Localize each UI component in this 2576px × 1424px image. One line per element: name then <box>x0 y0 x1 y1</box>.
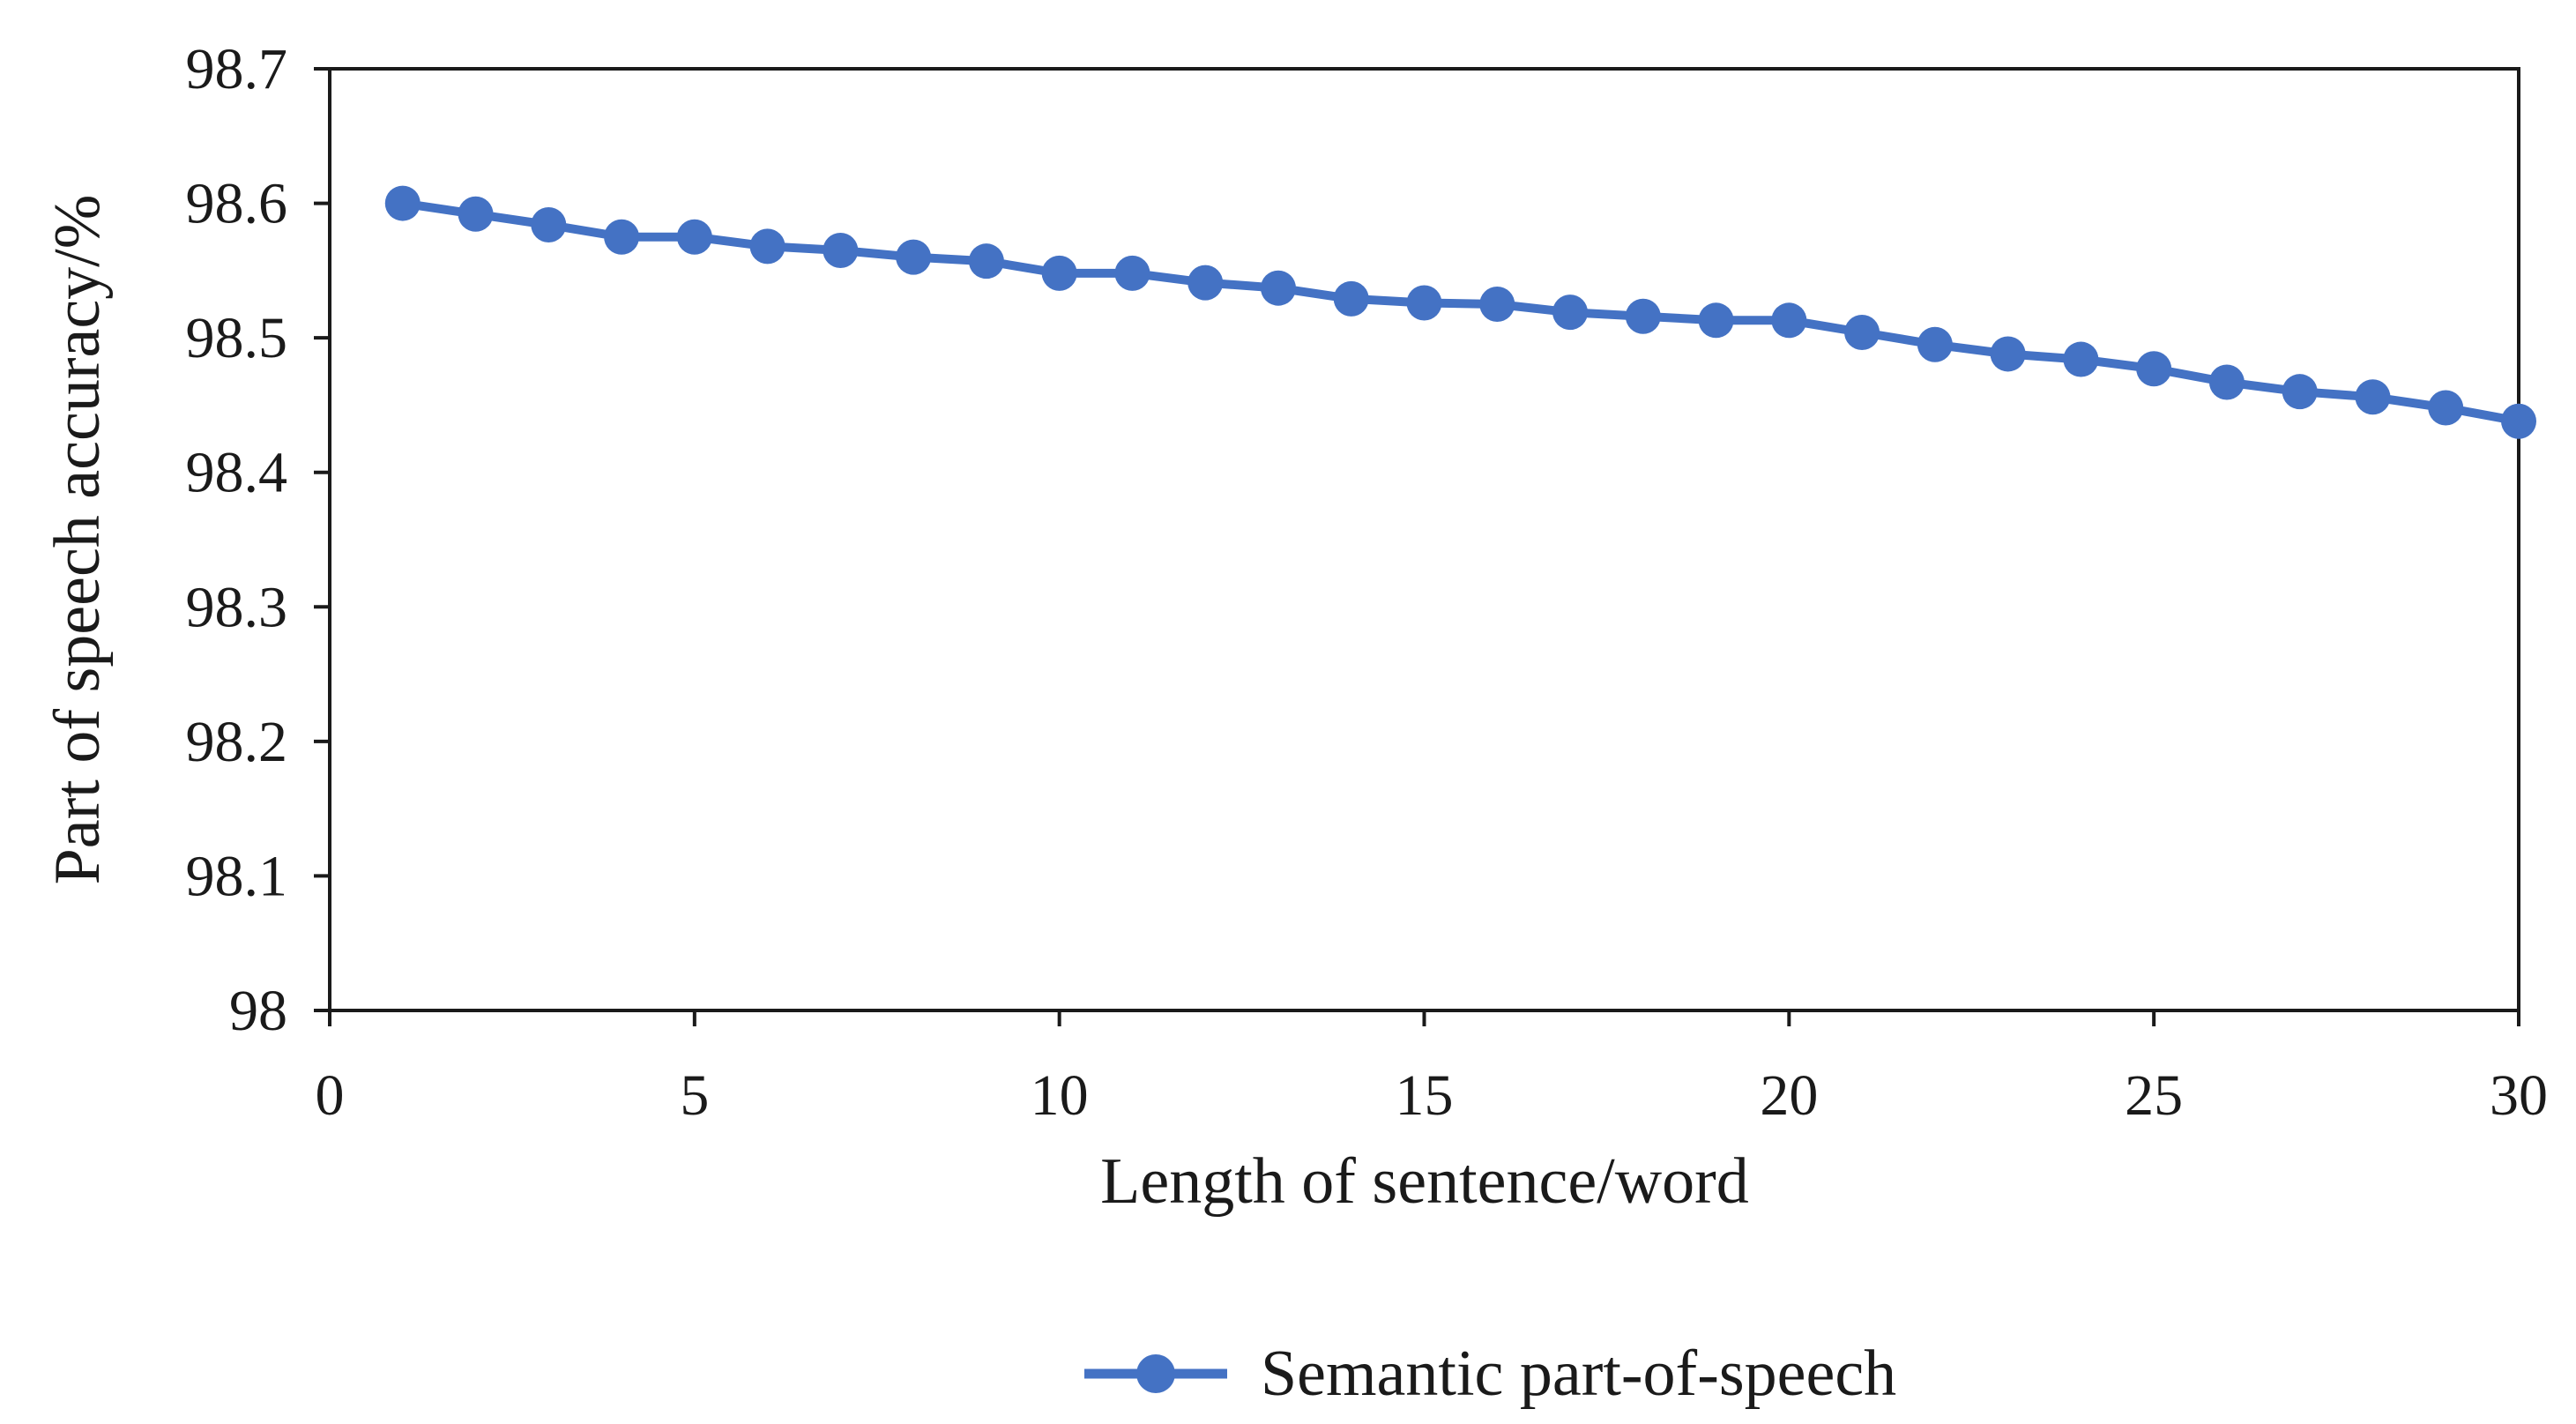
x-axis-ticks: 0 5 10 15 20 25 30 <box>316 1010 2548 1128</box>
data-point <box>2282 374 2318 410</box>
data-point <box>1479 287 1515 322</box>
data-point <box>384 185 421 221</box>
data-point <box>1771 302 1807 339</box>
data-point <box>1333 280 1369 317</box>
data-point <box>2063 341 2099 377</box>
y-tick-label: 98 <box>229 979 287 1043</box>
x-tick-label: 0 <box>316 1063 345 1128</box>
data-point <box>2208 364 2245 400</box>
data-point <box>1990 336 2026 372</box>
x-tick-label: 25 <box>2125 1063 2183 1128</box>
data-point <box>1260 270 1296 306</box>
y-tick-label: 98.4 <box>186 441 288 505</box>
y-tick-label: 98.1 <box>186 844 288 908</box>
legend-point-marker <box>1136 1354 1175 1393</box>
x-tick-label: 5 <box>680 1063 709 1128</box>
data-point <box>1187 265 1224 301</box>
x-tick-label: 30 <box>2490 1063 2548 1128</box>
data-point <box>1625 298 1661 334</box>
data-point <box>1041 255 1077 291</box>
data-point <box>749 228 785 265</box>
data-point <box>531 206 567 242</box>
data-point <box>1406 285 1442 321</box>
plot-area-frame <box>328 67 2520 1012</box>
data-point <box>1114 255 1150 291</box>
data-point <box>1552 294 1589 331</box>
x-tick-label: 15 <box>1396 1063 1454 1128</box>
x-axis-title: Length of sentence/word <box>1100 1145 1749 1218</box>
legend-label: Semantic part-of-speech <box>1261 1338 1896 1410</box>
y-tick-label: 98.6 <box>186 172 288 236</box>
data-point <box>2428 390 2464 426</box>
legend: Semantic part-of-speech <box>1084 1338 1896 1410</box>
data-point <box>823 232 859 268</box>
data-point <box>1917 326 1953 362</box>
data-point <box>676 219 712 255</box>
y-tick-label: 98.5 <box>186 306 288 370</box>
data-point <box>458 196 494 232</box>
data-point <box>968 243 1004 280</box>
series-line <box>398 198 2523 426</box>
data-point <box>2136 351 2172 387</box>
data-point <box>1698 302 1734 339</box>
y-tick-label: 98.2 <box>186 710 288 774</box>
y-tick-label: 98.7 <box>186 37 288 101</box>
x-tick-label: 20 <box>1760 1063 1818 1128</box>
series-layer <box>384 185 2536 439</box>
y-axis-title: Part of speech accuracy/% <box>41 195 114 885</box>
x-tick-label: 10 <box>1031 1063 1089 1128</box>
y-axis-ticks: 98 98.1 98.2 98.3 98.4 98.5 98.6 98.7 <box>186 37 330 1043</box>
data-point <box>604 219 640 255</box>
data-point <box>2355 379 2391 415</box>
data-point <box>896 239 932 275</box>
data-point <box>1844 315 1880 351</box>
data-point <box>2501 403 2536 439</box>
y-tick-label: 98.3 <box>186 575 288 639</box>
